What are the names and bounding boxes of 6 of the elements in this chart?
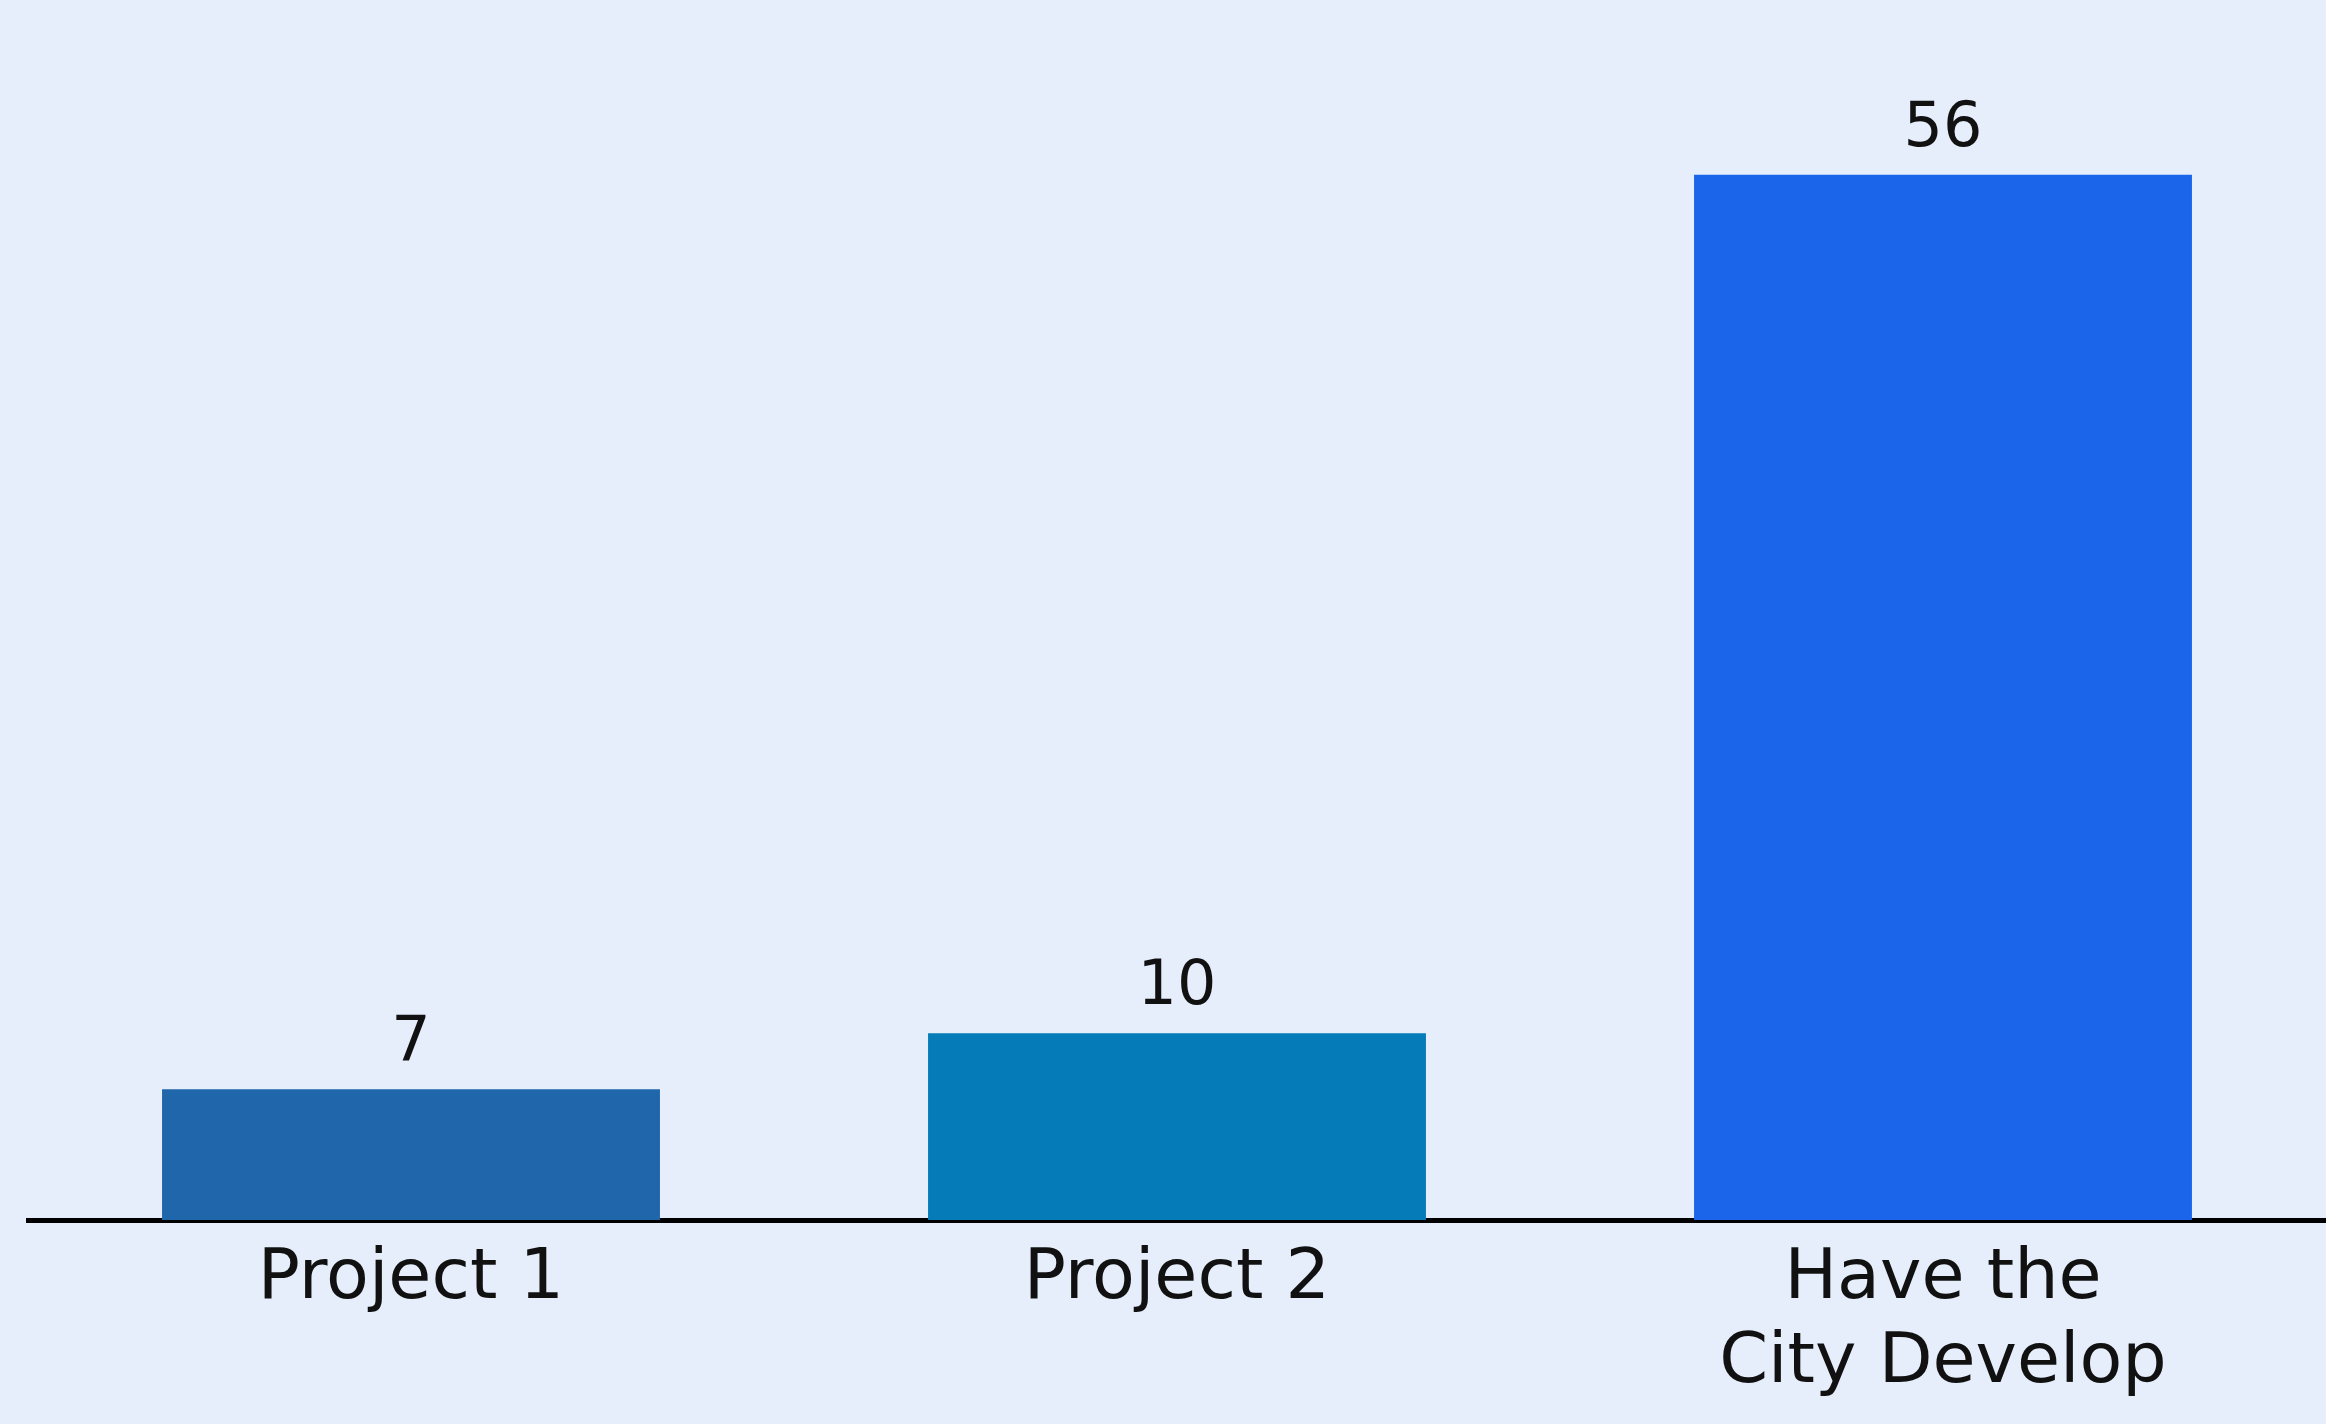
data-label: 7	[391, 1002, 431, 1076]
x-tick-label: Have the City Develop	[1719, 1233, 2167, 1400]
data-label: 10	[1137, 946, 1217, 1020]
data-label: 56	[1903, 87, 1983, 161]
x-tick-label: Project 2	[1023, 1233, 1331, 1316]
x-tick-label: Project 1	[257, 1233, 565, 1316]
